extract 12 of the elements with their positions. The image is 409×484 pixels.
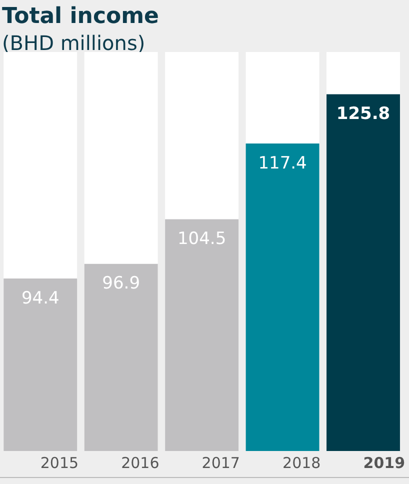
x-tick-label: 2016 — [121, 454, 160, 472]
chart-subtitle: (BHD millions) — [2, 30, 146, 56]
data-label: 94.4 — [21, 288, 60, 308]
chart-title: Total income — [2, 4, 160, 30]
data-label: 125.8 — [336, 104, 390, 124]
x-tick-label: 2017 — [202, 454, 240, 472]
data-label: 96.9 — [102, 274, 140, 294]
data-label: 117.4 — [258, 153, 307, 174]
x-tick-label: 2018 — [282, 454, 321, 472]
data-label: 104.5 — [177, 229, 226, 250]
x-tick-label: 2015 — [40, 454, 79, 472]
x-tick-label: 2019 — [363, 454, 405, 472]
